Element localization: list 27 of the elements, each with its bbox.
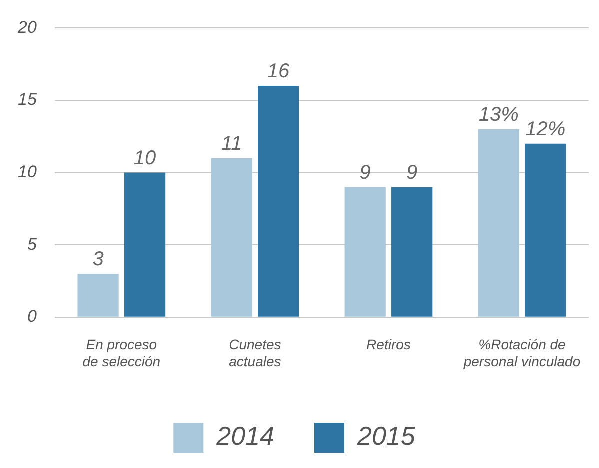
bar [211, 158, 252, 317]
data-label: 12% [526, 118, 566, 140]
legend-label: 2014 [216, 421, 275, 452]
x-tick-label: %Rotación de personal vinculado [462, 336, 581, 370]
y-tick-label: 20 [16, 18, 38, 37]
x-tick-label: En proceso de selección [82, 336, 161, 370]
legend-label: 2015 [356, 421, 416, 452]
bar [78, 274, 119, 317]
data-label: 13% [478, 104, 519, 126]
data-label: 10 [134, 147, 156, 170]
bar [525, 144, 566, 317]
bar [392, 187, 433, 317]
data-label: 9 [360, 162, 371, 184]
y-tick-label: 0 [27, 307, 38, 326]
bar [258, 86, 300, 317]
y-tick-label: 15 [18, 90, 38, 110]
data-label: 16 [267, 60, 291, 83]
y-tick-label: 5 [27, 234, 38, 254]
y-tick-label: 10 [18, 162, 38, 182]
x-tick-label: Cunetes actuales [229, 336, 282, 370]
data-label: 9 [406, 162, 418, 184]
data-label: 11 [221, 132, 242, 155]
bar [344, 187, 386, 317]
data-label: 3 [92, 248, 104, 271]
bar [478, 129, 520, 317]
x-tick-label: Retiros [366, 336, 411, 353]
bar [124, 172, 166, 317]
